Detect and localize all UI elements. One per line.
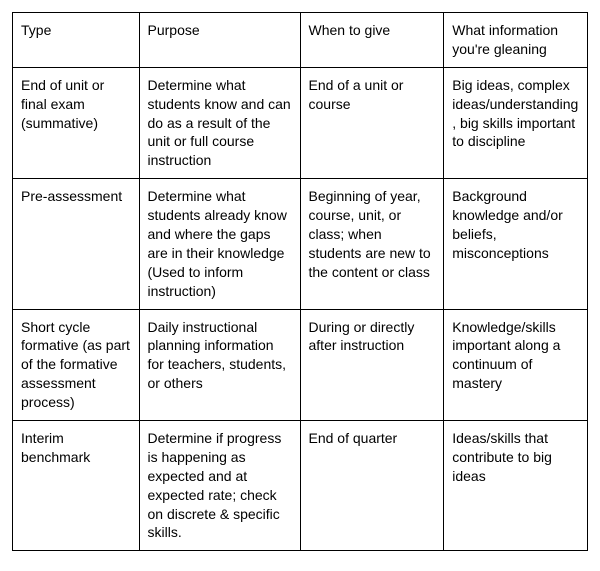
cell-type: Pre-assessment: [13, 179, 140, 309]
col-header-when: When to give: [300, 13, 444, 68]
cell-type: Interim benchmark: [13, 421, 140, 551]
col-header-type: Type: [13, 13, 140, 68]
cell-purpose: Determine what students already know and…: [139, 179, 300, 309]
table-row: End of unit or final exam (summative) De…: [13, 67, 588, 178]
cell-when: Beginning of year, course, unit, or clas…: [300, 179, 444, 309]
cell-purpose: Determine what students know and can do …: [139, 67, 300, 178]
cell-info: Ideas/skills that contribute to big idea…: [444, 421, 588, 551]
assessment-types-table: Type Purpose When to give What informati…: [12, 12, 588, 551]
cell-when: End of a unit or course: [300, 67, 444, 178]
cell-purpose: Determine if progress is happening as ex…: [139, 421, 300, 551]
cell-when: End of quarter: [300, 421, 444, 551]
cell-when: During or directly after instruction: [300, 309, 444, 420]
table-header-row: Type Purpose When to give What informati…: [13, 13, 588, 68]
cell-info: Knowledge/skills important along a conti…: [444, 309, 588, 420]
table-row: Short cycle formative (as part of the fo…: [13, 309, 588, 420]
cell-type: End of unit or final exam (summative): [13, 67, 140, 178]
cell-type: Short cycle formative (as part of the fo…: [13, 309, 140, 420]
cell-info: Background knowledge and/or beliefs, mis…: [444, 179, 588, 309]
cell-info: Big ideas, complex ideas/understanding, …: [444, 67, 588, 178]
cell-purpose: Daily instructional planning information…: [139, 309, 300, 420]
table-row: Interim benchmark Determine if progress …: [13, 421, 588, 551]
col-header-purpose: Purpose: [139, 13, 300, 68]
table-row: Pre-assessment Determine what students a…: [13, 179, 588, 309]
col-header-info: What information you're gleaning: [444, 13, 588, 68]
